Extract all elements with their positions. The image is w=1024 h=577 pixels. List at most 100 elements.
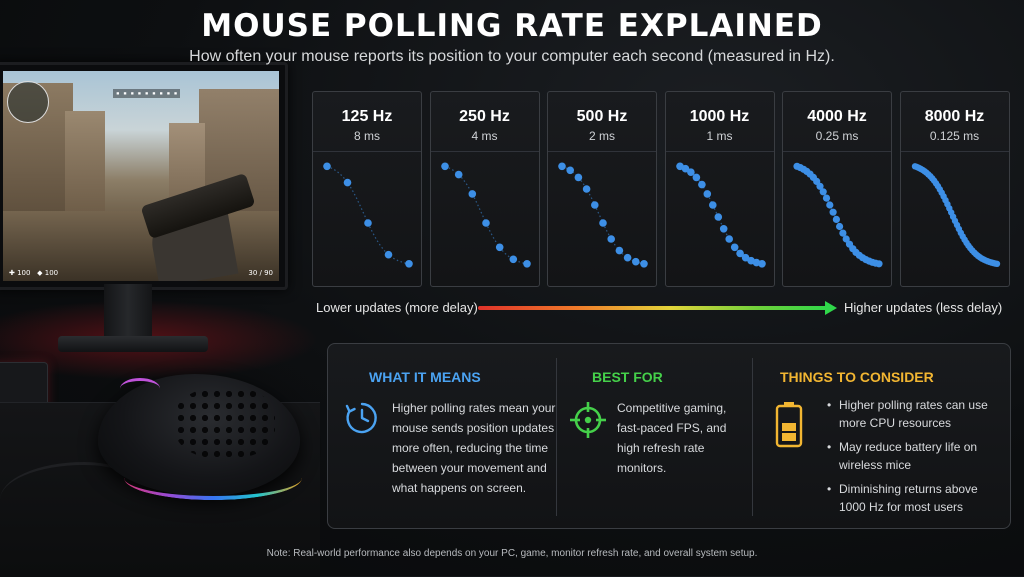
motion-path-plot bbox=[440, 162, 531, 268]
position-report-dot bbox=[686, 168, 695, 176]
motion-guide-line bbox=[444, 165, 527, 265]
card-divider bbox=[548, 151, 656, 152]
hud-armor: ◆ 100 bbox=[37, 269, 59, 277]
card-divider bbox=[900, 151, 1009, 152]
rate-interval: 0.25 ms bbox=[815, 129, 859, 143]
gaming-monitor: ▪ ▪ ▪ ▪ ▪ ▪ ▪ ▪ ▪ ✚ 100 ◆ 100 30 / 90 bbox=[0, 62, 288, 290]
position-report-dot bbox=[495, 243, 503, 252]
rate-interval: 0.125 ms bbox=[929, 129, 980, 143]
polling-rate-cards: 125 Hz 8 ms 250 Hz 4 ms 500 Hz 2 ms 1000… bbox=[312, 91, 1012, 287]
page-title: MOUSE POLLING RATE EXPLAINED bbox=[201, 8, 823, 44]
motion-guide-line bbox=[561, 165, 645, 265]
position-report-dot bbox=[640, 260, 648, 268]
position-report-dot bbox=[826, 201, 834, 209]
position-report-dot bbox=[623, 253, 632, 262]
position-report-dot bbox=[384, 250, 393, 259]
position-report-dot bbox=[719, 225, 727, 233]
position-report-dot bbox=[468, 190, 476, 198]
position-report-dot bbox=[839, 229, 847, 237]
position-report-dot bbox=[454, 170, 462, 179]
position-report-dot bbox=[875, 260, 883, 268]
page-subtitle: How often your mouse reports its positio… bbox=[189, 48, 835, 65]
motion-guide-line bbox=[326, 165, 410, 265]
position-report-dot bbox=[481, 219, 490, 227]
info-panel: WHAT IT MEANS Higher polling rates mean … bbox=[327, 343, 1011, 529]
mouse-rgb-strip bbox=[124, 456, 302, 500]
position-report-dot bbox=[735, 249, 744, 258]
position-report-dot bbox=[714, 213, 722, 221]
position-report-dot bbox=[836, 222, 844, 231]
card-divider bbox=[313, 151, 421, 152]
position-report-dot bbox=[582, 185, 591, 193]
position-report-dot bbox=[615, 246, 624, 255]
rate-card-500: 500 Hz 2 ms bbox=[547, 91, 657, 287]
rate-card-1000: 1000 Hz 1 ms bbox=[664, 91, 775, 287]
rate-card-4000: 4000 Hz 0.25 ms bbox=[782, 91, 892, 287]
section-divider bbox=[556, 358, 557, 516]
monitor-stand bbox=[104, 284, 152, 340]
motion-guide-line bbox=[914, 165, 997, 265]
crosshair-icon bbox=[570, 402, 606, 438]
position-report-dot bbox=[343, 178, 352, 187]
position-report-dot bbox=[558, 162, 566, 171]
list-item: Higher polling rates can use more CPU re… bbox=[827, 396, 997, 432]
position-report-dot bbox=[681, 164, 689, 173]
consider-list: Higher polling rates can use more CPU re… bbox=[827, 396, 997, 522]
things-to-consider-title: THINGS TO CONSIDER bbox=[780, 369, 934, 385]
position-report-dot bbox=[708, 201, 717, 209]
rate-hz: 4000 Hz bbox=[807, 108, 867, 125]
building bbox=[65, 111, 105, 221]
position-report-dot bbox=[819, 188, 827, 196]
mouse-cable bbox=[0, 462, 140, 525]
position-report-dot bbox=[632, 257, 640, 266]
position-report-dot bbox=[703, 190, 711, 198]
position-report-dot bbox=[757, 260, 766, 268]
position-report-dot bbox=[364, 219, 372, 227]
position-report-dot bbox=[993, 260, 1000, 267]
rate-hz: 125 Hz bbox=[341, 108, 393, 125]
card-divider bbox=[783, 151, 891, 152]
motion-path-plot bbox=[793, 162, 883, 268]
hud-ammo: 30 / 90 bbox=[248, 269, 273, 277]
card-divider bbox=[665, 151, 774, 152]
position-report-dot bbox=[522, 260, 531, 268]
scale-low-label: Lower updates (more delay) bbox=[316, 300, 478, 315]
rate-hz: 500 Hz bbox=[576, 108, 628, 125]
best-for-title: BEST FOR bbox=[592, 369, 663, 385]
battery-icon bbox=[775, 402, 803, 448]
position-report-dot bbox=[842, 235, 850, 243]
position-report-dot bbox=[692, 173, 700, 182]
delay-gradient-arrow bbox=[478, 306, 828, 310]
motion-path-plot bbox=[323, 162, 413, 268]
rate-interval: 8 ms bbox=[353, 129, 380, 143]
hud-health-armor: ✚ 100 ◆ 100 bbox=[9, 269, 58, 277]
rate-hz: 8000 Hz bbox=[924, 108, 985, 125]
scale-high-label: Higher updates (less delay) bbox=[844, 300, 1003, 315]
position-report-dot bbox=[323, 162, 331, 171]
list-item: May reduce battery life on wireless mice bbox=[827, 438, 997, 474]
mouse-rgb-top bbox=[120, 378, 160, 399]
motion-path-plot bbox=[911, 163, 1000, 267]
position-report-dot bbox=[607, 235, 615, 243]
rate-card-8000: 8000 Hz 0.125 ms bbox=[899, 91, 1010, 287]
radar-minimap-icon bbox=[7, 81, 49, 123]
position-report-dot bbox=[509, 255, 517, 264]
what-it-means-title: WHAT IT MEANS bbox=[369, 369, 481, 385]
position-report-dot bbox=[574, 173, 583, 182]
game-screenshot: ▪ ▪ ▪ ▪ ▪ ▪ ▪ ▪ ▪ ✚ 100 ◆ 100 30 / 90 bbox=[3, 71, 279, 281]
rate-interval: 4 ms bbox=[471, 129, 498, 143]
motion-path-plot bbox=[558, 162, 648, 268]
rate-interval: 1 ms bbox=[706, 129, 733, 143]
position-report-dot bbox=[599, 219, 607, 227]
monitor-stand-base bbox=[58, 336, 208, 352]
list-item: Diminishing returns above 1000 Hz for mo… bbox=[827, 480, 997, 516]
position-report-dot bbox=[829, 208, 837, 216]
position-report-dot bbox=[591, 201, 599, 209]
rate-card-250: 250 Hz 4 ms bbox=[429, 91, 540, 287]
rate-hz: 1000 Hz bbox=[689, 108, 750, 125]
position-report-dot bbox=[730, 243, 738, 252]
mouse-honeycomb-shell bbox=[175, 388, 275, 458]
footnote: Note: Real-world performance also depend… bbox=[266, 548, 758, 559]
hud-health: ✚ 100 bbox=[9, 269, 31, 277]
motion-guide-line bbox=[796, 165, 880, 265]
